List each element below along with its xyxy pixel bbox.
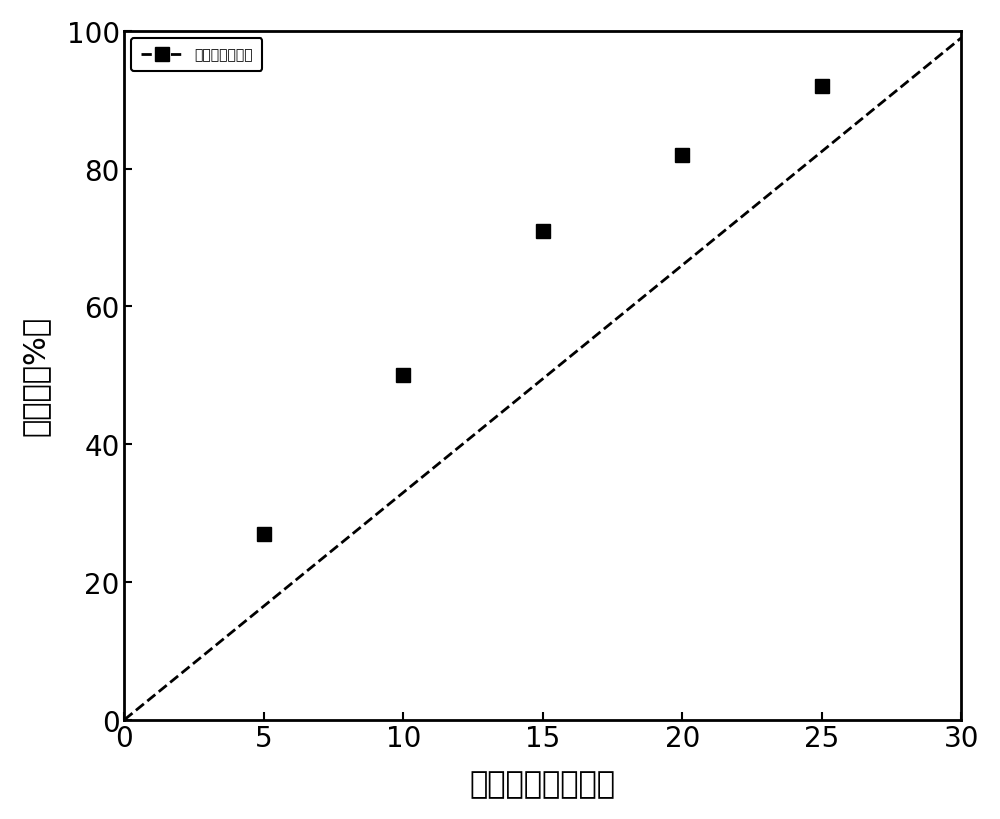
Legend: 邻苯二甲酸甲酯: 邻苯二甲酸甲酯 (131, 38, 262, 72)
Y-axis label: 去除率（%）: 去除率（%） (21, 316, 50, 436)
X-axis label: 处理时间（分钟）: 处理时间（分钟） (470, 769, 616, 799)
